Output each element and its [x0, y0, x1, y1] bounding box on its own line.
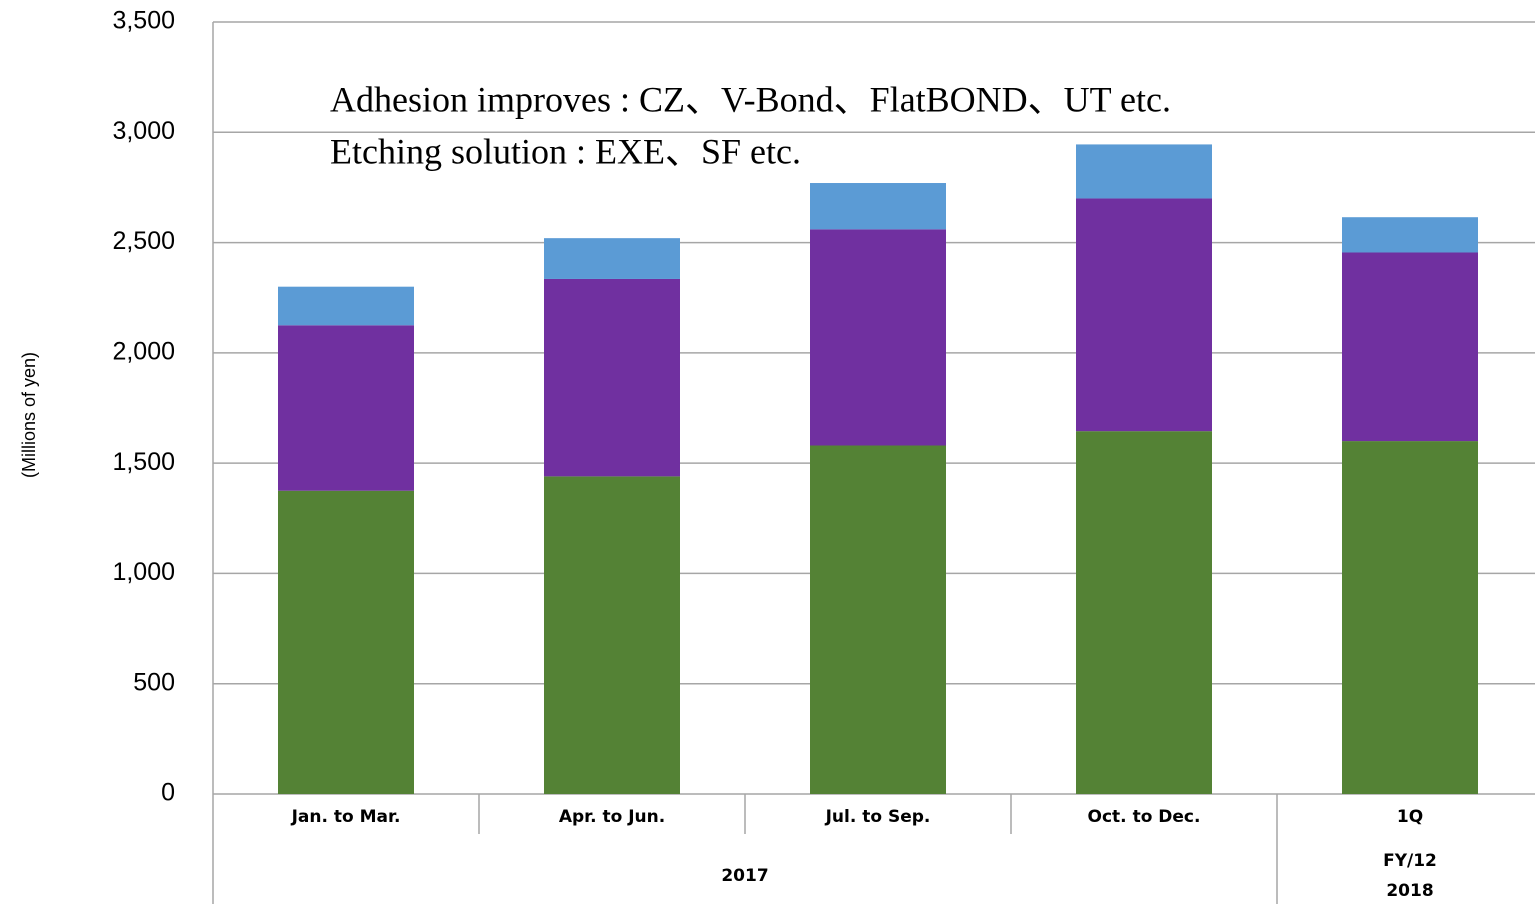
bar-segment: [810, 183, 946, 230]
x-tick-label: Jan. to Mar.: [291, 807, 401, 827]
bar-segment: [810, 445, 946, 794]
y-tick-label: 2,500: [112, 227, 175, 255]
y-axis-title: (Millions of yen): [19, 352, 39, 478]
bar-segment: [278, 286, 414, 326]
y-tick-label: 0: [161, 779, 175, 807]
x-tick-label: Apr. to Jun.: [559, 807, 665, 827]
bar-segment: [810, 229, 946, 446]
annotation: Etching solution : EXE、SF etc.: [330, 131, 801, 171]
y-tick-label: 1,000: [112, 558, 175, 586]
bar-segment: [1342, 252, 1478, 442]
bar-segment: [1342, 441, 1478, 794]
group-label: 2018: [1386, 881, 1433, 901]
bar-segment: [1076, 198, 1212, 432]
bar-segment: [278, 490, 414, 794]
group-label: FY/12: [1383, 851, 1437, 871]
bar-segment: [1076, 144, 1212, 199]
y-tick-label: 1,500: [112, 448, 175, 476]
y-tick-label: 500: [133, 668, 175, 696]
bar-segment: [544, 238, 680, 279]
bar-segment: [278, 325, 414, 491]
x-tick-label: Oct. to Dec.: [1088, 807, 1201, 827]
bar-segment: [544, 278, 680, 477]
y-tick-label: 3,000: [112, 117, 175, 145]
bar-segment: [1076, 431, 1212, 794]
group-label: 2017: [721, 866, 768, 886]
annotation: Adhesion improves : CZ、V-Bond、FlatBOND、U…: [330, 79, 1171, 119]
bar-segment: [1342, 217, 1478, 253]
y-tick-label: 3,500: [112, 7, 175, 35]
x-tick-label: Jul. to Sep.: [825, 807, 931, 827]
bar-segment: [544, 476, 680, 794]
y-tick-label: 2,000: [112, 337, 175, 365]
x-tick-label: 1Q: [1397, 807, 1423, 827]
